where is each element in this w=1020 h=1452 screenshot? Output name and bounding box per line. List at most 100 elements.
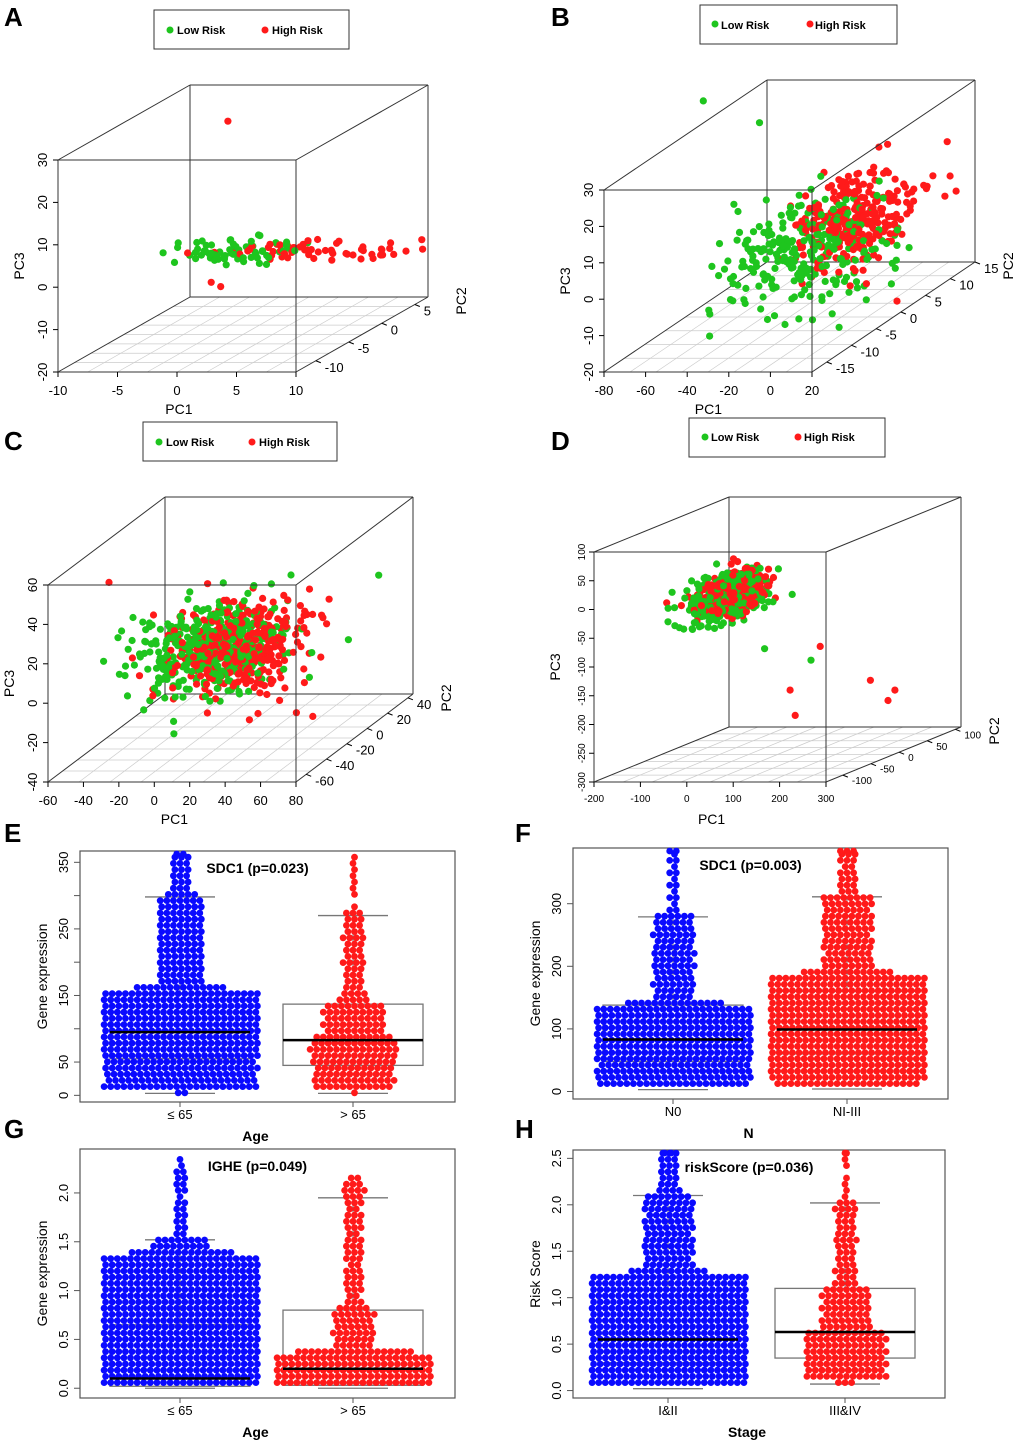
data-point	[906, 993, 914, 1001]
data-point	[787, 1005, 795, 1013]
data-point	[201, 1311, 209, 1318]
data-point	[346, 1354, 354, 1362]
data-point	[868, 1012, 875, 1019]
data-point	[181, 1360, 189, 1368]
data-point	[740, 1024, 748, 1032]
data-point	[669, 1080, 677, 1087]
z-tick-label: 20	[25, 657, 40, 671]
data-point	[712, 1067, 720, 1075]
data-point	[181, 1311, 189, 1318]
data-point	[690, 962, 698, 970]
data-point	[725, 1067, 733, 1075]
data-point	[113, 1329, 121, 1337]
cube-edge	[603, 79, 768, 191]
data-point	[379, 1354, 387, 1362]
data-point	[725, 1005, 733, 1013]
data-point	[828, 912, 836, 920]
data-point	[194, 1311, 202, 1318]
data-point-high-risk	[791, 711, 799, 720]
data-point	[197, 977, 205, 985]
data-point	[148, 1323, 156, 1331]
data-point	[107, 1280, 115, 1287]
data-point	[833, 1018, 841, 1025]
data-point	[855, 1061, 862, 1069]
data-point	[168, 990, 176, 997]
data-point	[370, 1311, 378, 1318]
data-point	[659, 1030, 667, 1038]
data-point	[120, 1008, 128, 1016]
data-point	[150, 1242, 158, 1250]
y-tick	[927, 740, 933, 744]
data-point	[160, 1267, 167, 1275]
data-point-low-risk	[171, 632, 179, 640]
data-point	[626, 1055, 634, 1063]
data-point	[148, 1286, 156, 1293]
data-point	[598, 1061, 606, 1069]
data-point	[128, 990, 136, 997]
data-point	[232, 1008, 240, 1016]
data-point	[247, 1286, 255, 1293]
data-point	[333, 1070, 340, 1078]
data-point	[313, 1046, 321, 1053]
data-point	[188, 1286, 195, 1293]
data-point	[194, 1286, 202, 1293]
data-point	[846, 1067, 854, 1075]
data-point-low-risk	[789, 263, 797, 271]
cube-edge	[811, 79, 976, 191]
data-point	[866, 968, 874, 976]
data-point	[221, 1323, 228, 1331]
data-point	[245, 1083, 253, 1090]
data-point-high-risk	[730, 589, 738, 597]
data-point	[827, 1030, 834, 1038]
data-point	[907, 1049, 915, 1056]
data-point	[733, 1074, 741, 1081]
data-point	[155, 1039, 162, 1047]
data-point	[254, 1002, 261, 1010]
data-point-high-risk	[869, 203, 877, 211]
data-point	[782, 1012, 790, 1019]
data-point	[888, 1074, 895, 1081]
data-point	[372, 1379, 380, 1386]
data-point-low-risk	[693, 580, 702, 588]
data-point-low-risk	[700, 612, 708, 620]
data-point-low-risk	[860, 247, 869, 255]
data-point	[240, 1286, 248, 1293]
data-point	[140, 1255, 148, 1262]
data-point-low-risk	[806, 292, 814, 300]
data-point	[802, 1012, 809, 1019]
plot-title: riskScore (p=0.036)	[685, 1159, 814, 1175]
data-point	[176, 1058, 184, 1066]
data-point	[352, 1205, 360, 1213]
data-point	[837, 881, 844, 889]
data-point	[868, 1049, 875, 1056]
data-point	[127, 1354, 134, 1362]
data-point	[600, 1055, 608, 1063]
data-point	[692, 1055, 700, 1063]
data-point	[800, 1043, 808, 1050]
data-point	[311, 1052, 319, 1059]
data-point	[387, 1373, 395, 1380]
data-point	[802, 1074, 809, 1081]
data-point-low-risk	[247, 237, 255, 245]
data-point	[807, 1018, 815, 1025]
data-point	[344, 940, 352, 948]
data-point	[214, 1249, 222, 1256]
data-point	[827, 919, 834, 926]
data-point	[357, 1027, 365, 1035]
data-point	[245, 1255, 253, 1262]
data-point	[146, 1255, 154, 1262]
data-point	[155, 1323, 162, 1331]
data-point	[738, 1005, 746, 1013]
data-point	[851, 888, 859, 895]
data-point	[653, 956, 660, 963]
data-point	[879, 1055, 887, 1063]
data-point	[848, 863, 856, 870]
data-point-high-risk	[846, 282, 854, 290]
data-point	[133, 1021, 141, 1028]
data-point	[633, 1067, 641, 1075]
data-point	[349, 1193, 357, 1200]
data-point	[352, 1070, 360, 1078]
y-tick	[955, 728, 961, 732]
data-point	[606, 1067, 614, 1075]
data-point	[697, 1061, 705, 1069]
